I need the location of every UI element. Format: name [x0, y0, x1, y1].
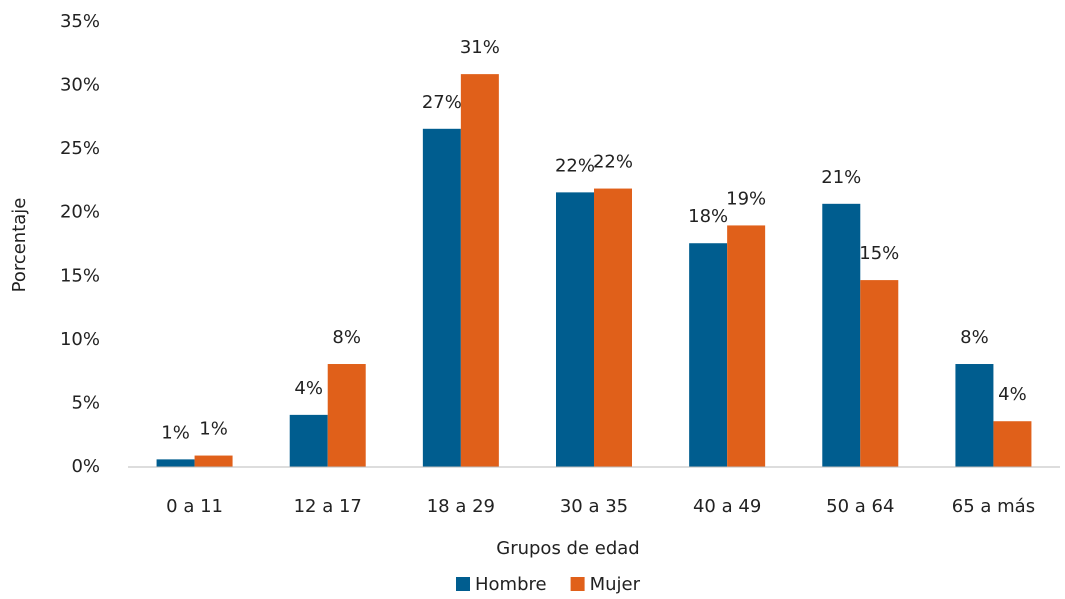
value-label: 4% — [998, 384, 1027, 405]
x-tick-label: 50 a 64 — [826, 496, 894, 517]
y-tick-label: 10% — [60, 329, 100, 350]
x-tick-label: 0 a 11 — [166, 496, 223, 517]
value-label: 1% — [199, 419, 228, 440]
x-axis-title: Grupos de edad — [496, 538, 639, 559]
legend-label: Mujer — [590, 574, 641, 595]
y-tick-label: 0% — [71, 456, 100, 477]
x-tick-label: 30 a 35 — [560, 496, 628, 517]
value-label: 21% — [821, 167, 861, 188]
value-label: 8% — [960, 327, 989, 348]
x-tick-label: 40 a 49 — [693, 496, 761, 517]
legend-swatch — [570, 577, 585, 591]
value-label: 15% — [859, 243, 899, 264]
value-label: 27% — [422, 92, 462, 113]
value-label: 22% — [555, 155, 595, 176]
value-label: 31% — [460, 37, 500, 58]
bar — [822, 203, 861, 468]
bar — [955, 364, 994, 467]
bar — [594, 188, 632, 468]
legend-label: Hombre — [475, 574, 547, 595]
value-label: 19% — [726, 188, 766, 209]
bar — [689, 243, 728, 467]
bar — [727, 225, 766, 467]
y-tick-label: 25% — [60, 138, 100, 159]
bar — [156, 459, 195, 467]
bar — [289, 414, 328, 467]
bar — [194, 455, 233, 467]
x-tick-label: 65 a más — [952, 496, 1035, 517]
value-label: 18% — [688, 206, 728, 227]
bar — [993, 421, 1032, 467]
x-tick-label: 18 a 29 — [427, 496, 495, 517]
legend-swatch — [456, 577, 470, 591]
y-tick-label: 35% — [60, 11, 100, 32]
x-tick-label: 12 a 17 — [294, 496, 362, 517]
bar — [327, 364, 366, 467]
value-label: 4% — [294, 378, 323, 399]
bar — [860, 280, 899, 467]
y-tick-label: 30% — [60, 75, 100, 96]
y-tick-label: 15% — [60, 265, 100, 286]
bar — [460, 74, 499, 467]
y-axis-title: Porcentaje — [9, 198, 30, 293]
value-label: 1% — [161, 422, 190, 443]
value-label: 22% — [593, 152, 633, 173]
y-tick-label: 20% — [60, 202, 100, 223]
bar — [556, 192, 594, 467]
bar — [422, 128, 461, 468]
value-label: 8% — [332, 327, 361, 348]
y-tick-label: 5% — [71, 392, 100, 413]
